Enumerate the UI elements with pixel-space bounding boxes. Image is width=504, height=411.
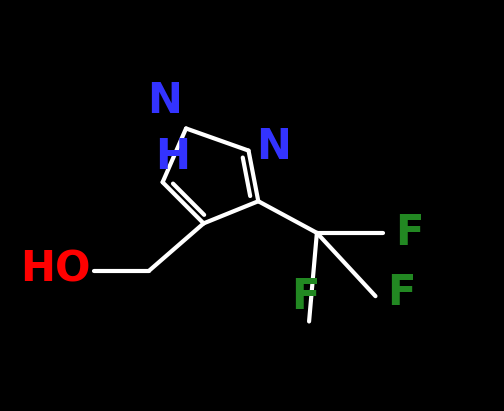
Text: HO: HO: [20, 248, 90, 290]
Text: F: F: [387, 272, 416, 314]
Text: N: N: [147, 80, 182, 122]
Text: H: H: [155, 136, 190, 178]
Text: F: F: [395, 212, 423, 254]
Text: F: F: [291, 276, 320, 318]
Text: N: N: [257, 127, 291, 169]
